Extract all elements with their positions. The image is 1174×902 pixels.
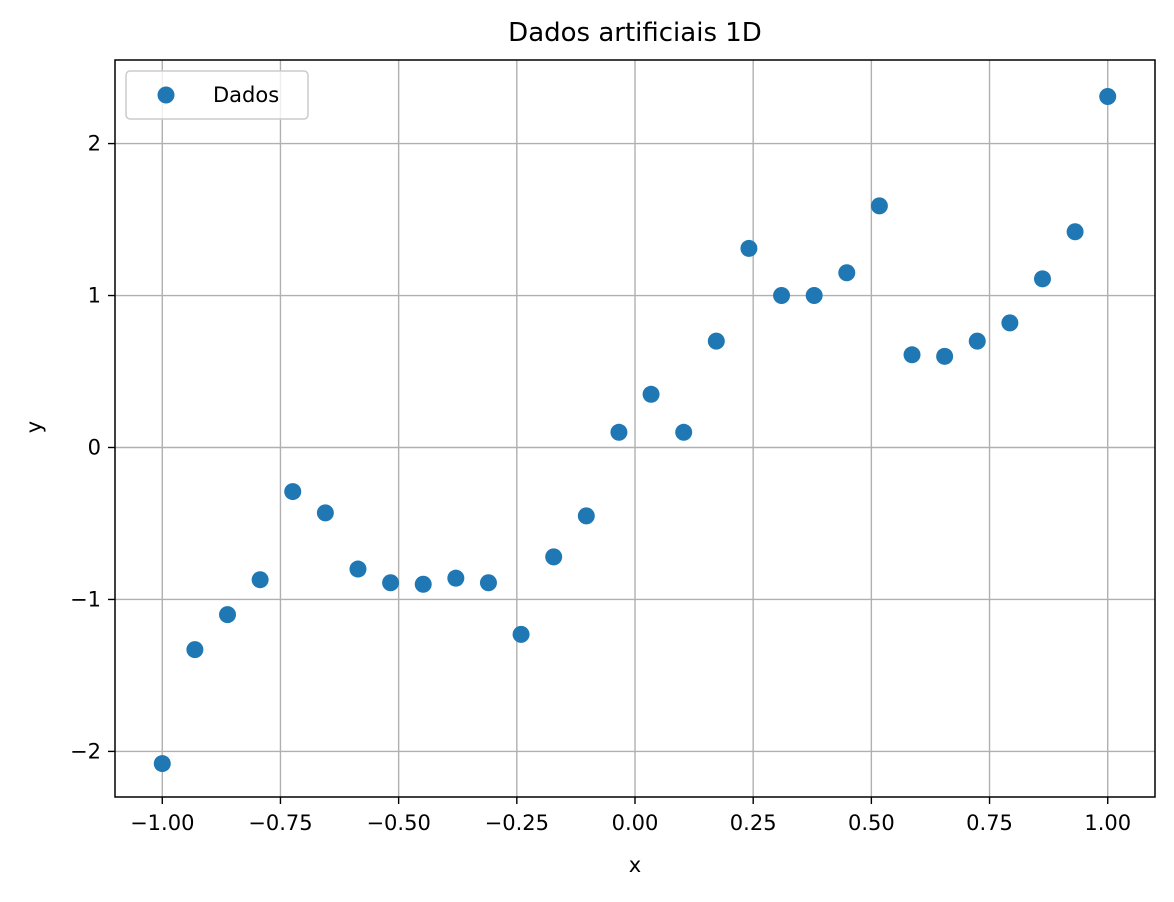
data-point xyxy=(382,574,400,592)
y-axis-label: y xyxy=(22,421,46,433)
x-axis-ticks: −1.00 −0.75 −0.50 −0.25 0.00 0.25 0.50 0.75 1.00 xyxy=(130,797,1131,835)
y-tick-label: 0 xyxy=(88,435,101,459)
data-point xyxy=(1066,223,1084,241)
legend-label: Dados xyxy=(213,83,279,107)
data-point xyxy=(936,347,954,365)
data-point xyxy=(512,625,530,643)
grid-lines xyxy=(115,60,1155,797)
data-point xyxy=(610,423,628,441)
data-point xyxy=(838,264,856,282)
data-point xyxy=(903,346,921,364)
chart-title: Dados artificiais 1D xyxy=(508,18,762,48)
data-point xyxy=(545,548,563,566)
legend-box xyxy=(125,70,309,120)
x-tick-label: 0.00 xyxy=(612,811,659,835)
data-point xyxy=(316,504,334,522)
y-tick-label: 2 xyxy=(88,132,101,156)
data-point xyxy=(740,239,758,257)
data-point xyxy=(186,641,204,659)
x-tick-label: 0.25 xyxy=(730,811,777,835)
data-point xyxy=(1033,270,1051,288)
data-point xyxy=(1001,314,1019,332)
data-point xyxy=(1099,87,1117,105)
y-tick-label: 1 xyxy=(88,284,101,308)
legend: Dados xyxy=(125,70,309,120)
data-point xyxy=(870,197,888,215)
data-point xyxy=(251,571,269,589)
data-point xyxy=(479,574,497,592)
data-point xyxy=(284,483,302,501)
data-point xyxy=(773,287,791,305)
x-tick-label: 0.75 xyxy=(966,811,1013,835)
legend-marker xyxy=(157,86,175,104)
data-point xyxy=(153,755,171,773)
data-point xyxy=(968,332,986,350)
y-tick-label: −1 xyxy=(70,587,101,611)
data-point xyxy=(447,569,465,587)
data-point xyxy=(675,423,693,441)
x-tick-label: −0.25 xyxy=(485,811,549,835)
y-tick-label: −2 xyxy=(70,739,101,763)
x-tick-label: −0.50 xyxy=(366,811,430,835)
data-point xyxy=(219,606,237,624)
x-tick-label: −1.00 xyxy=(130,811,194,835)
x-tick-label: −0.75 xyxy=(248,811,312,835)
data-point xyxy=(414,575,432,593)
data-point xyxy=(805,287,823,305)
data-points xyxy=(153,87,1117,773)
y-axis-ticks: −2 −1 0 1 2 xyxy=(70,132,115,763)
data-point xyxy=(642,385,660,403)
x-axis-label: x xyxy=(629,853,641,877)
data-point xyxy=(349,560,367,578)
x-tick-label: 1.00 xyxy=(1084,811,1131,835)
x-tick-label: 0.50 xyxy=(848,811,895,835)
data-point xyxy=(577,507,595,525)
data-point xyxy=(707,332,725,350)
